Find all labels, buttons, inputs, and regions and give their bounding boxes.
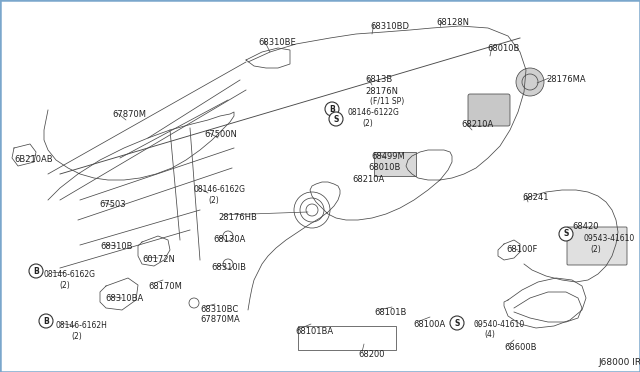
Text: 68010B: 68010B [487, 44, 520, 53]
Text: (2): (2) [362, 119, 372, 128]
Text: (2): (2) [590, 245, 601, 254]
Text: S: S [454, 318, 460, 327]
Text: 67500N: 67500N [204, 130, 237, 139]
Text: 68128N: 68128N [436, 18, 469, 27]
Text: 09543-41610: 09543-41610 [583, 234, 634, 243]
Text: 68130A: 68130A [213, 235, 245, 244]
Text: 68100F: 68100F [506, 245, 538, 254]
Text: S: S [563, 230, 569, 238]
Text: 68170M: 68170M [148, 282, 182, 291]
Text: 09540-41610: 09540-41610 [474, 320, 525, 329]
Text: 67503: 67503 [99, 200, 125, 209]
Bar [298, 326, 396, 350]
FancyBboxPatch shape [567, 227, 627, 265]
Circle shape [450, 316, 464, 330]
Text: 67870M: 67870M [112, 110, 146, 119]
Text: 68200: 68200 [358, 350, 385, 359]
Text: 68310B: 68310B [100, 242, 132, 251]
Text: 60172N: 60172N [142, 255, 175, 264]
Circle shape [39, 314, 53, 328]
Text: 08146-6162G: 08146-6162G [193, 185, 245, 194]
Circle shape [325, 102, 339, 116]
Text: 68101BA: 68101BA [295, 327, 333, 336]
Text: S: S [333, 115, 339, 124]
Text: 68310BA: 68310BA [105, 294, 143, 303]
Text: 08146-6122G: 08146-6122G [347, 108, 399, 117]
Text: 28176HB: 28176HB [218, 213, 257, 222]
Text: 68210A: 68210A [352, 175, 384, 184]
Text: 68010B: 68010B [368, 163, 401, 172]
Text: (F/11 SP): (F/11 SP) [370, 97, 404, 106]
FancyBboxPatch shape [468, 94, 510, 126]
Text: 28176N: 28176N [365, 87, 398, 96]
Text: 68499M: 68499M [371, 152, 404, 161]
Text: 6813B: 6813B [365, 75, 392, 84]
Circle shape [329, 112, 343, 126]
Bar [374, 152, 416, 176]
Text: 68310BE: 68310BE [258, 38, 296, 47]
Text: 68101B: 68101B [374, 308, 406, 317]
Text: 08146-6162H: 08146-6162H [56, 321, 108, 330]
Text: 68420: 68420 [572, 222, 598, 231]
Text: (2): (2) [59, 281, 70, 290]
Text: 68241: 68241 [522, 193, 548, 202]
Text: 28176MA: 28176MA [546, 75, 586, 84]
Text: 6B210AB: 6B210AB [14, 155, 52, 164]
Text: B: B [329, 105, 335, 113]
Text: 68310BC: 68310BC [200, 305, 238, 314]
Text: J68000 IR: J68000 IR [598, 358, 640, 367]
Text: 68210A: 68210A [461, 120, 493, 129]
Text: (4): (4) [484, 330, 495, 339]
Text: B: B [33, 266, 39, 276]
Text: 68600B: 68600B [504, 343, 536, 352]
Circle shape [29, 264, 43, 278]
Circle shape [559, 227, 573, 241]
Text: 67870MA: 67870MA [200, 315, 240, 324]
Text: (2): (2) [208, 196, 219, 205]
Text: 68310BD: 68310BD [370, 22, 409, 31]
Text: (2): (2) [71, 332, 82, 341]
Text: 68100A: 68100A [413, 320, 445, 329]
Circle shape [516, 68, 544, 96]
Text: B: B [43, 317, 49, 326]
Text: 68310IB: 68310IB [211, 263, 246, 272]
Text: 08146-6162G: 08146-6162G [44, 270, 96, 279]
